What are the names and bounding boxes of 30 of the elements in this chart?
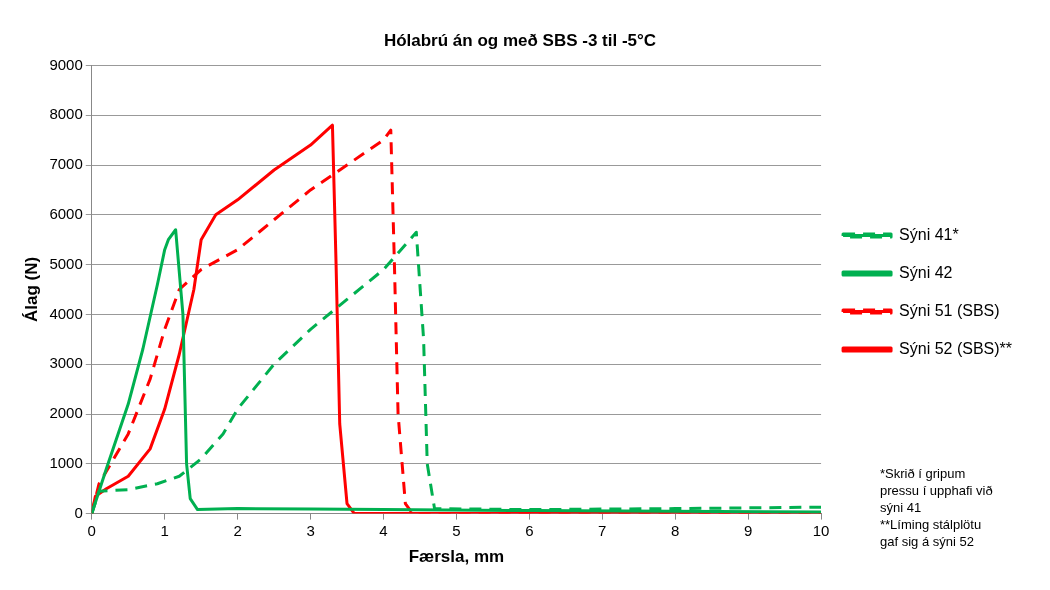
x-tick-label: 7 — [598, 521, 607, 539]
x-tick-label: 2 — [233, 521, 242, 539]
legend-label: Sýni 41* — [899, 225, 959, 243]
y-tick-label: 1000 — [49, 453, 83, 471]
y-tick-label: 8000 — [49, 105, 83, 123]
x-tick-label: 9 — [743, 521, 753, 539]
x-tick-label: 6 — [525, 521, 534, 539]
x-axis-title: Færsla, mm — [408, 547, 505, 567]
y-tick-label: 9000 — [49, 55, 83, 73]
text: *Skrið í gripum pressu í upphafi við sýni 41 — [880, 466, 993, 516]
y-tick-label: 2000 — [49, 404, 83, 422]
chart-title: Hólabrú án og með SBS -3 til -5°C — [383, 30, 657, 50]
y-tick-label: 4000 — [49, 304, 83, 322]
x-tick-label: 0 — [87, 521, 96, 539]
x-tick-label: 10 — [812, 521, 830, 539]
y-tick-label: 7000 — [49, 155, 83, 173]
x-tick-label: 4 — [379, 521, 388, 539]
text: **Líming stálplötu gaf sig á sýni 52 — [880, 517, 982, 550]
x-tick-label: 8 — [671, 521, 680, 539]
y-axis-title: Álag (N) — [21, 256, 41, 323]
legend-label: Sýni 52 (SBS)** — [899, 339, 1012, 357]
y-tick-label: 5000 — [49, 254, 83, 272]
x-tick-label: 5 — [452, 521, 461, 539]
legend-label: Sýni 42 — [899, 263, 953, 281]
x-tick-label: 3 — [306, 521, 315, 539]
legend-label: Sýni 51 (SBS) — [899, 301, 1000, 319]
x-tick-label: 1 — [160, 521, 169, 539]
y-tick-label: 3000 — [49, 354, 83, 372]
y-tick-label: 6000 — [49, 204, 83, 222]
y-tick-label: 0 — [74, 503, 83, 521]
